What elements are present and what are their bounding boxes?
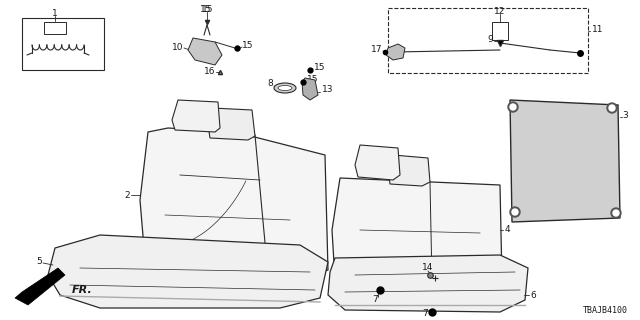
- Circle shape: [609, 105, 615, 111]
- Text: 17: 17: [371, 45, 382, 54]
- Circle shape: [512, 209, 518, 215]
- Text: 11: 11: [592, 26, 604, 35]
- Text: 15: 15: [314, 62, 326, 71]
- Text: 12: 12: [494, 6, 506, 15]
- Text: 16: 16: [204, 68, 215, 76]
- Polygon shape: [140, 128, 328, 280]
- Bar: [22, 18, 104, 70]
- Text: 10: 10: [172, 44, 183, 52]
- Circle shape: [510, 104, 516, 110]
- Text: 2: 2: [124, 190, 130, 199]
- Text: 15: 15: [200, 5, 211, 14]
- Text: 5: 5: [36, 258, 42, 267]
- Polygon shape: [355, 145, 400, 180]
- Text: TBAJB4100: TBAJB4100: [583, 306, 628, 315]
- Polygon shape: [208, 108, 255, 140]
- Circle shape: [611, 208, 621, 218]
- Text: 3: 3: [622, 110, 628, 119]
- Text: 4: 4: [505, 226, 511, 235]
- Ellipse shape: [278, 85, 292, 91]
- Text: 1: 1: [52, 10, 58, 19]
- Text: 14: 14: [422, 263, 434, 273]
- Circle shape: [607, 103, 617, 113]
- Circle shape: [508, 102, 518, 112]
- Polygon shape: [388, 155, 430, 186]
- Polygon shape: [188, 38, 222, 65]
- Text: 7: 7: [422, 308, 428, 317]
- Text: 8: 8: [268, 79, 273, 89]
- Polygon shape: [332, 178, 502, 288]
- Polygon shape: [510, 100, 620, 222]
- Text: FR.: FR.: [72, 285, 93, 295]
- Text: 6: 6: [530, 291, 536, 300]
- Polygon shape: [386, 44, 405, 60]
- Text: 15: 15: [307, 75, 319, 84]
- Text: 13: 13: [322, 85, 333, 94]
- Polygon shape: [48, 235, 328, 308]
- Text: 9: 9: [487, 36, 493, 44]
- Ellipse shape: [274, 83, 296, 93]
- Bar: [492, 22, 508, 40]
- Bar: [388, 8, 588, 73]
- Polygon shape: [15, 268, 65, 305]
- Bar: [44, 22, 66, 34]
- Circle shape: [613, 210, 619, 216]
- Polygon shape: [328, 255, 528, 312]
- Polygon shape: [172, 100, 220, 132]
- Text: 15: 15: [242, 41, 253, 50]
- Circle shape: [510, 207, 520, 217]
- Polygon shape: [302, 78, 318, 100]
- Text: 15: 15: [202, 5, 214, 14]
- Text: 7: 7: [372, 295, 378, 305]
